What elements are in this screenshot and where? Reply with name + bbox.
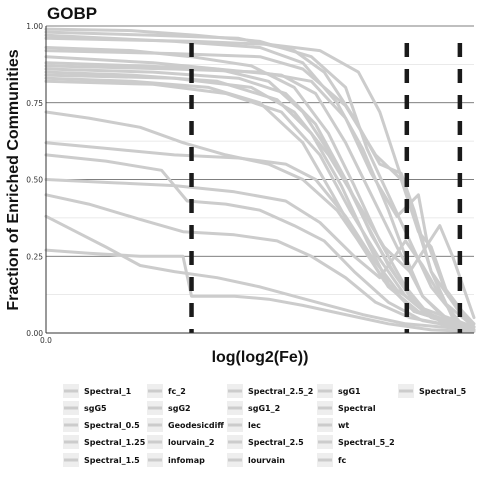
legend-item: sgG2 [147,401,191,415]
legend-label: Spectral_2.5_2 [248,387,313,396]
legend-item: sgG1_2 [227,401,280,415]
series-line-13 [44,110,476,332]
series-line-1 [44,27,476,332]
legend-item: Geodesicdiff [147,418,224,432]
series-line-20 [44,36,476,329]
legend-label: infomap [168,456,205,465]
legend-item: Spectral_5_2 [317,435,395,449]
series-lines [44,27,476,333]
legend-label: wt [338,421,349,430]
legend-label: Spectral_2.5 [248,438,304,447]
series-line-10 [44,73,476,320]
x-tick-label: 0.0 [40,336,52,345]
series-line-8 [44,67,476,329]
series-line-19 [44,248,476,333]
y-tick-label: 0.50 [26,176,43,185]
legend-item: lourvain [227,453,285,467]
legend-label: sgG5 [84,404,107,413]
y-tick-label: 0.00 [26,329,43,338]
chart-title: GOBP [47,4,97,23]
vertical-reference-lines [189,43,463,333]
legend-item: sgG1 [317,384,361,398]
legend-item: sgG5 [63,401,107,415]
x-tick-labels: 0.0 [40,336,52,345]
series-line-21 [44,49,476,326]
legend-label: Spectral_5_2 [338,438,395,447]
legend-item: Spectral_1.25 [63,435,146,449]
legend-item: fc [317,453,346,467]
series-line-14 [44,141,476,332]
legend-item: lec [227,418,261,432]
series-line-18 [44,214,476,332]
series-line-15 [44,153,476,332]
legend-item: Spectral_2.5_2 [227,384,313,398]
series-line-6 [44,61,476,332]
legend-label: lourvain [248,456,285,465]
series-line-16 [44,178,476,329]
series-line-7 [44,64,476,329]
legend-label: Spectral_1.25 [84,438,146,447]
series-line-17 [44,193,476,332]
legend-label: Spectral_1.5 [84,456,140,465]
legend-item: Spectral_2.5 [227,435,304,449]
legend-label: Spectral [338,404,376,413]
legend-item: Spectral_1 [63,384,132,398]
legend-label: Spectral_1 [84,387,132,396]
legend-item: Spectral_5 [398,384,467,398]
legend-label: lec [248,421,261,430]
y-tick-label: 0.75 [26,99,43,108]
legend-label: fc_2 [168,387,186,396]
y-tick-labels: 0.00 0.25 0.50 0.75 1.00 [26,22,43,338]
legend-label: fc [338,456,346,465]
legend-item: Spectral [317,401,376,415]
legend-label: sgG1 [338,387,361,396]
legend-label: Spectral_5 [419,387,467,396]
legend-label: Spectral_0.5 [84,421,140,430]
legend-item: Spectral_0.5 [63,418,140,432]
y-axis-title: Fraction of Enriched Communities [5,49,22,310]
legend-item: lourvain_2 [147,435,215,449]
y-tick-label: 0.25 [26,252,43,261]
legend-item: fc_2 [147,384,186,398]
x-axis-title: log(log2(Fe)) [212,349,309,366]
legend-item: wt [317,418,349,432]
y-tick-label: 1.00 [26,22,43,31]
legend-label: sgG2 [168,404,191,413]
legend: Spectral_1 sgG5 Spectral_0.5 Spectral_1.25 S… [56,380,476,470]
legend-label: sgG1_2 [248,404,280,413]
legend-label: lourvain_2 [168,438,215,447]
legend-item: Spectral_1.5 [63,453,140,467]
legend-label: Geodesicdiff [168,421,224,430]
legend-item: infomap [147,453,205,467]
